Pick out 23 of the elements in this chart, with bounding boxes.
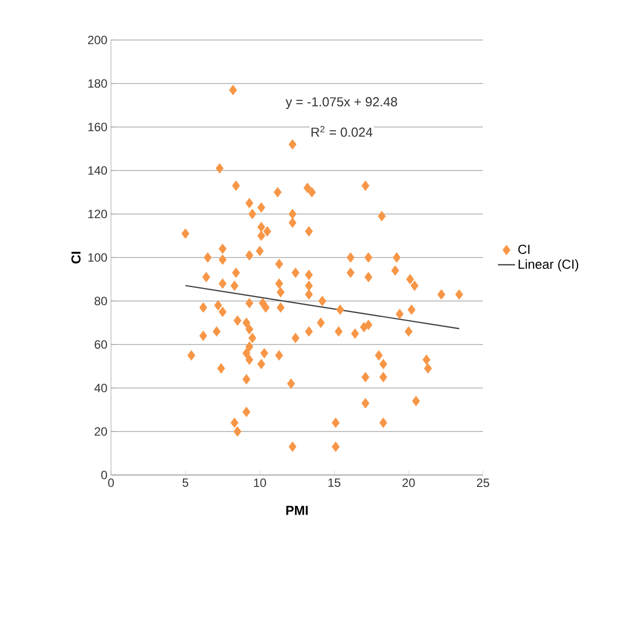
annotation: y = -1.075x + 92.48 bbox=[286, 97, 398, 109]
x-tick-label: 15 bbox=[328, 478, 340, 487]
y-tick-label: 0 bbox=[101, 470, 108, 480]
x-tick-label: 5 bbox=[182, 478, 188, 487]
y-tick-label: 120 bbox=[88, 210, 108, 218]
legend-label: CI bbox=[518, 244, 530, 254]
y-tick-label: 140 bbox=[88, 166, 108, 175]
y-tick-label: 60 bbox=[94, 340, 108, 349]
legend-label: Linear (CI) bbox=[518, 259, 578, 272]
y-tick-label: 40 bbox=[94, 384, 108, 392]
annotation: R$^{2}$ = 0.024 bbox=[312, 126, 372, 137]
y-tick-label: 160 bbox=[88, 122, 108, 132]
y-tick-label: 80 bbox=[94, 296, 108, 306]
x-tick-label: 0 bbox=[108, 478, 114, 488]
y-axis-title: CI bbox=[71, 252, 81, 264]
x-axis-title: PMI bbox=[286, 506, 308, 515]
y-tick-label: 200 bbox=[88, 36, 108, 44]
x-tick-label: 10 bbox=[254, 478, 266, 488]
x-tick-label: 25 bbox=[476, 478, 490, 488]
y-tick-label: 180 bbox=[88, 79, 108, 88]
y-tick-label: 20 bbox=[94, 427, 108, 436]
x-tick-label: 20 bbox=[402, 478, 415, 488]
y-tick-label: 100 bbox=[88, 253, 108, 262]
